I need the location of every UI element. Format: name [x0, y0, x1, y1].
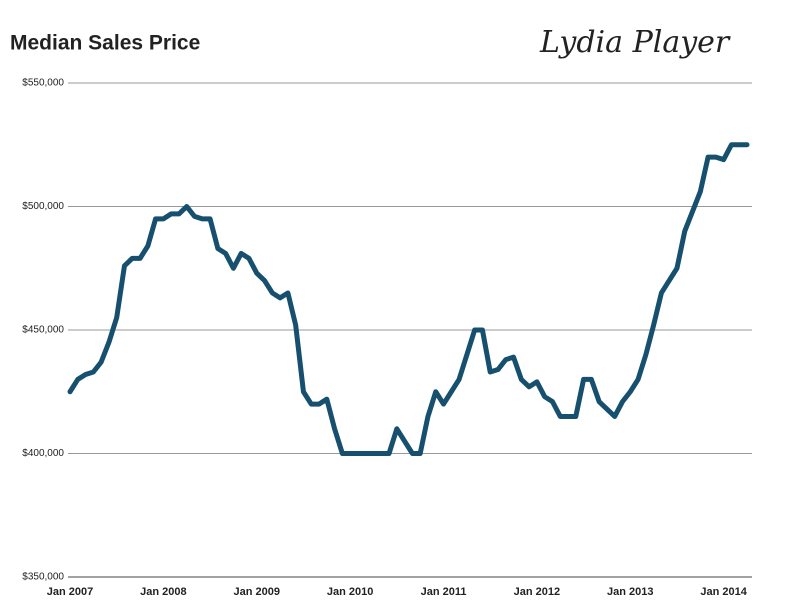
y-tick-label: $500,000 — [22, 201, 64, 212]
x-tick-label: Jan 2007 — [47, 586, 93, 598]
y-tick-label: $350,000 — [22, 572, 64, 583]
y-tick-label: $400,000 — [22, 448, 64, 459]
x-tick-label: Jan 2009 — [234, 586, 280, 598]
x-tick-label: Jan 2010 — [327, 586, 373, 598]
y-tick-label: $450,000 — [22, 325, 64, 336]
chart-title: Median Sales Price — [10, 32, 200, 55]
x-tick-label: Jan 2011 — [421, 586, 467, 598]
data-line — [67, 142, 750, 456]
x-tick-label: Jan 2014 — [700, 586, 747, 598]
x-tick-label: Jan 2012 — [514, 586, 560, 598]
watermark: Lydia Player — [539, 25, 731, 60]
x-tick-label: Jan 2008 — [140, 586, 186, 598]
x-tick-label: Jan 2013 — [607, 586, 653, 598]
y-tick-label: $550,000 — [22, 78, 64, 89]
